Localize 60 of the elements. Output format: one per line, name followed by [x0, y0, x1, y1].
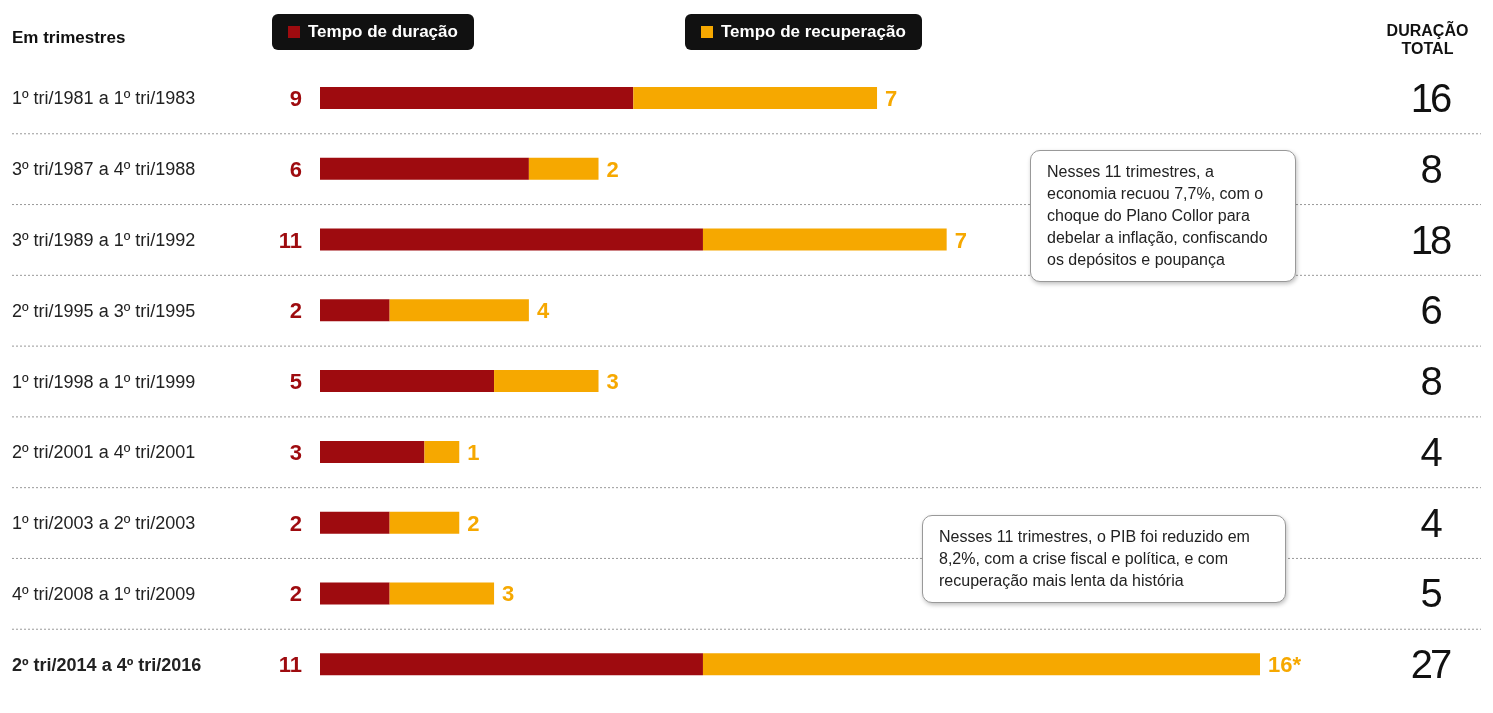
y-tick-label: 1º tri/1998 a 1º tri/1999 [12, 371, 196, 392]
data-label: 16* [1268, 652, 1302, 678]
bar [320, 653, 703, 676]
y-tick-label: 4º tri/2008 a 1º tri/2009 [12, 583, 196, 604]
callout-box: Nesses 11 trimestres, a economia recuou 7,7%, com o choque do Plano Collor para debelar a inflação, confiscando os depósitos e poupança [1030, 150, 1296, 282]
y-tick-label: 3º tri/1989 a 1º tri/1992 [12, 229, 196, 250]
bar [320, 370, 495, 393]
bar [320, 511, 390, 534]
text: 16 [1410, 76, 1451, 120]
y-axis-title: Em trimestres [12, 28, 126, 48]
data-label: 7 [954, 227, 967, 253]
bar [528, 157, 599, 180]
data-label: 2 [467, 510, 480, 536]
text: 5 [1420, 571, 1442, 616]
data-label: 3 [606, 369, 619, 395]
data-label: 2 [289, 581, 302, 607]
text: 18 [1410, 217, 1451, 262]
text: DURAÇÃO TOTAL [1385, 22, 1470, 58]
text: 4 [1420, 500, 1443, 545]
data-label: 4 [536, 298, 550, 324]
data-label: 6 [289, 156, 302, 182]
callout-box: Nesses 11 trimestres, o PIB foi reduzido em 8,2%, com a crise fiscal e política, e com recuperação mais lenta da história [922, 515, 1286, 603]
bar [320, 228, 703, 251]
bar [702, 228, 947, 251]
bar [320, 440, 425, 463]
y-tick-label: 1º tri/1981 a 1º tri/1983 [12, 88, 196, 109]
bar [320, 157, 529, 180]
text: 8 [1420, 146, 1442, 191]
data-label: 3 [289, 439, 302, 465]
data-label: 2 [289, 510, 302, 536]
bar [320, 87, 634, 109]
text: 6 [1420, 288, 1442, 333]
bar [320, 582, 390, 605]
data-label: 9 [289, 86, 302, 111]
text: 4 [1420, 429, 1443, 474]
legend-label: Tempo de recuperação [685, 14, 922, 50]
y-tick-label: 2º tri/2001 a 4º tri/2001 [12, 442, 196, 463]
data-label: 11 [278, 652, 302, 678]
data-label: 1 [467, 439, 480, 465]
text: 8 [1420, 359, 1442, 404]
bar [494, 370, 599, 393]
bar [389, 582, 495, 605]
y-tick-label: 1º tri/2003 a 2º tri/2003 [12, 513, 196, 534]
y-tick-label: 2º tri/2014 a 4º tri/2016 [12, 654, 202, 675]
text: 27 [1410, 642, 1451, 687]
legend-label: Tempo de duração [272, 14, 474, 50]
data-label: 5 [289, 369, 302, 395]
data-label: 2 [606, 156, 619, 182]
bar [389, 511, 460, 534]
y-tick-label: 2º tri/1995 a 3º tri/1995 [12, 300, 196, 321]
bar [320, 299, 390, 322]
data-label: 11 [278, 227, 302, 253]
data-label: 7 [885, 86, 898, 111]
data-label: 2 [289, 298, 302, 324]
y-tick-label: 3º tri/1987 a 4º tri/1988 [12, 159, 196, 180]
bar [389, 299, 529, 322]
bar [424, 440, 460, 463]
bar [702, 653, 1260, 676]
data-label: 3 [502, 581, 515, 607]
bar [633, 87, 878, 109]
